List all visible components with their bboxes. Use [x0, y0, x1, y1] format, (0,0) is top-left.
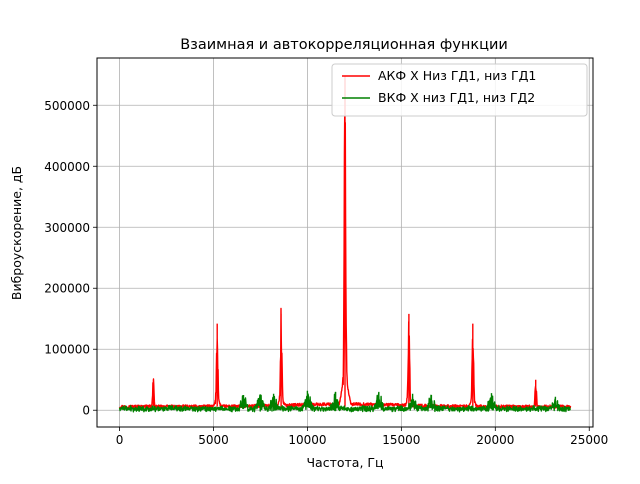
x-tick-label: 15000 — [382, 433, 420, 447]
series-line-vkf — [118, 390, 571, 413]
series-line-akf — [118, 76, 572, 409]
y-axis: 0 100000 200000 300000 400000 500000 — [44, 99, 97, 418]
y-tick-label: 200000 — [44, 282, 90, 296]
x-tick-label: 0 — [116, 433, 124, 447]
legend-label-vkf: ВКФ X низ ГД1, низ ГД2 — [378, 90, 535, 105]
y-tick-label: 0 — [82, 404, 90, 418]
legend: АКФ X Низ ГД1, низ ГД1 ВКФ X низ ГД1, ни… — [331, 63, 588, 117]
series-layer — [118, 76, 572, 413]
x-axis-label: Частота, Гц — [306, 455, 383, 470]
y-axis-label: Виброускорение, дБ — [9, 166, 24, 300]
y-tick-label: 500000 — [44, 99, 90, 113]
legend-box — [331, 63, 588, 117]
chart-title: Взаимная и автокорреляционная функции — [180, 37, 508, 53]
plot-frame — [96, 57, 594, 428]
y-tick-label: 100000 — [44, 343, 90, 357]
x-tick-label: 20000 — [476, 433, 514, 447]
x-axis: 0 5000 10000 15000 20000 25000 — [116, 427, 608, 447]
legend-label-akf: АКФ X Низ ГД1, низ ГД1 — [378, 68, 536, 83]
y-tick-label: 400000 — [44, 160, 90, 174]
x-tick-label: 25000 — [570, 433, 608, 447]
x-tick-label: 10000 — [288, 433, 326, 447]
x-tick-label: 5000 — [198, 433, 229, 447]
y-tick-label: 300000 — [44, 221, 90, 235]
